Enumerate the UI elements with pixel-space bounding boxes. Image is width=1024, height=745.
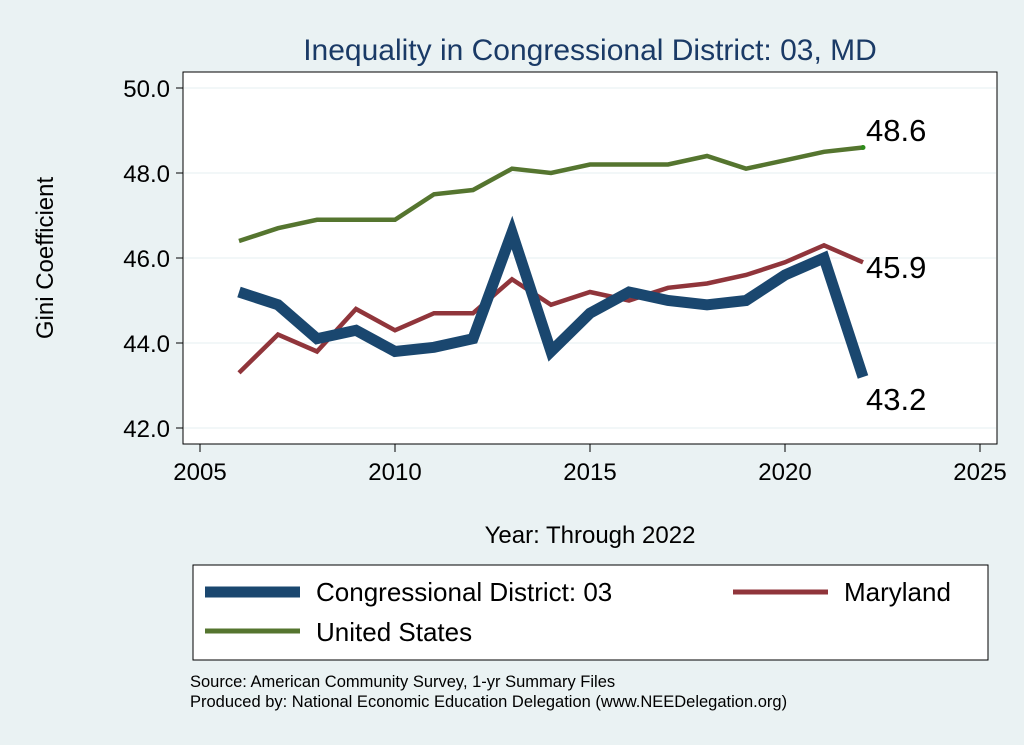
x-tick-label: 2020 [758,459,811,486]
source-note: Source: American Community Survey, 1-yr … [190,673,615,691]
x-tick-label: 2025 [953,459,1006,486]
y-axis-title: Gini Coefficient [32,177,59,340]
y-tick-label: 46.0 [123,246,170,273]
series-lines [237,145,869,379]
y-tick-label: 42.0 [123,416,170,443]
y-ticks: 42.0 44.0 46.0 48.0 50.0 [123,76,183,443]
y-tick-label: 50.0 [123,76,170,103]
legend-label-us: United States [316,617,472,647]
y-tick-label: 48.0 [123,161,170,188]
series-line-district [237,215,869,379]
x-tick-label: 2015 [563,459,616,486]
legend-box [192,564,989,661]
end-label-maryland: 45.9 [866,250,926,285]
x-tick-label: 2005 [173,459,226,486]
legend-label-district: Congressional District: 03 [316,577,612,607]
series-end-point-us [860,145,866,150]
end-label-us: 48.6 [866,113,926,148]
series-line-us [238,145,864,244]
legend: Congressional District: 03 Maryland Unit… [192,564,989,661]
chart-title: Inequality in Congressional District: 03… [303,34,877,67]
x-tick-label: 2010 [368,459,421,486]
y-tick-label: 44.0 [123,331,170,358]
series-line-maryland [237,242,864,375]
end-label-district: 43.2 [866,382,926,417]
end-labels: 43.2 45.9 48.6 [866,113,926,417]
legend-label-maryland: Maryland [844,577,951,607]
x-axis-title: Year: Through 2022 [485,522,696,549]
x-ticks: 2005 2010 2015 2020 2025 [173,444,1007,486]
produced-note: Produced by: National Economic Education… [190,693,787,711]
